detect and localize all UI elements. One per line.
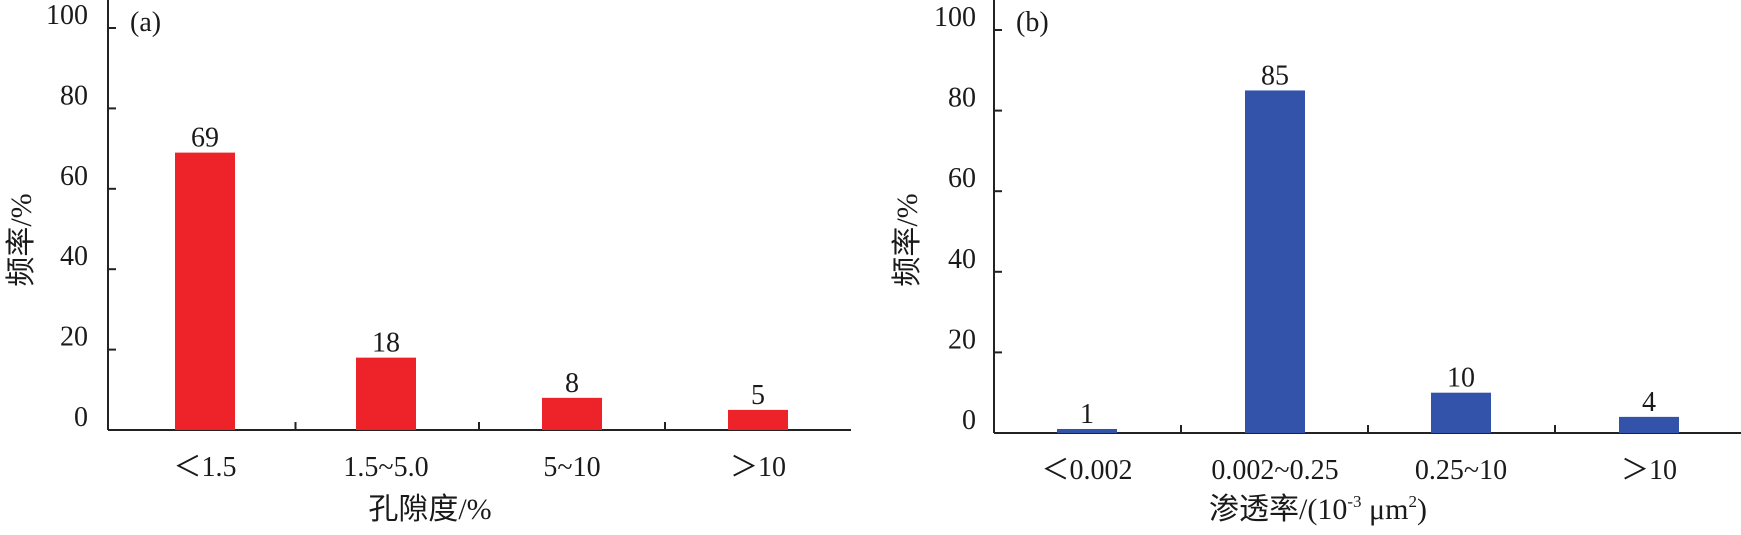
bar-value-label-a: 69 [191, 123, 219, 154]
x-tick-label-b: ＞10 [1621, 455, 1677, 486]
panel-label-a: (a) [130, 7, 161, 38]
y-tick-label-a: 40 [60, 241, 88, 272]
plot-area-a: 0 20 40 60 80 100 69 ＜1.5 18 1.5~5.0 8 5~10 5 ＞10 [46, 0, 851, 483]
y-tick-label-b: 80 [948, 83, 976, 114]
bar-value-label-a: 18 [372, 328, 400, 359]
x-axis-title-b-sup2: 2 [1408, 492, 1417, 511]
y-tick-label-b: 60 [948, 163, 976, 194]
y-tick-label-b: 100 [934, 2, 976, 33]
chart-panel-a: (a) 频率/% 孔隙度/% 0 20 40 60 80 100 69 ＜1.5 18 1.5~5… [5, 0, 851, 526]
y-tick-label-b: 20 [948, 324, 976, 355]
x-tick-label-a: ＞10 [730, 452, 786, 483]
x-tick-label-b: ＜0.002 [1041, 455, 1132, 486]
bar-value-label-b: 10 [1447, 363, 1475, 394]
x-axis-title-b-mid: μm [1362, 493, 1409, 526]
x-axis-title-b-main: 渗透率/(10 [1209, 493, 1347, 526]
bar-value-label-a: 5 [751, 380, 765, 411]
bar-a [728, 409, 788, 430]
y-tick-label-a: 80 [60, 80, 88, 111]
x-tick-label-a: 1.5~5.0 [343, 452, 428, 483]
y-axis-title-a: 频率/% [5, 193, 38, 286]
x-tick-label-b: 0.25~10 [1415, 455, 1507, 486]
bar-b [1245, 90, 1305, 433]
y-tick-label-b: 40 [948, 244, 976, 275]
y-tick-label-a: 20 [60, 322, 88, 353]
bar-b [1619, 416, 1679, 433]
bar-a [356, 357, 416, 430]
x-tick-label-b: 0.002~0.25 [1211, 455, 1338, 486]
y-axis-title-b: 频率/% [891, 193, 924, 286]
panel-label-b: (b) [1016, 7, 1049, 38]
bar-value-label-b: 1 [1080, 399, 1094, 430]
bar-value-label-b: 85 [1261, 60, 1289, 91]
x-axis-title-b-sup1: -3 [1347, 492, 1361, 511]
bar-b [1431, 392, 1491, 433]
x-axis-title-a: 孔隙度/% [368, 493, 491, 526]
bar-a [542, 397, 602, 430]
y-tick-label-a: 100 [46, 0, 88, 31]
x-axis-title-b: 渗透率/(10-3 μm2) [1209, 492, 1427, 526]
bar-value-label-a: 8 [565, 368, 579, 399]
y-tick-label-a: 60 [60, 161, 88, 192]
y-tick-label-a: 0 [74, 402, 88, 433]
bar-a [175, 152, 235, 430]
x-tick-label-a: ＜1.5 [173, 452, 236, 483]
y-tick-label-b: 0 [962, 405, 976, 436]
chart-panel-b: (b) 频率/% 渗透率/(10-3 μm2) 0 20 40 60 80 100 1 ＜0.… [891, 0, 1741, 526]
bar-value-label-b: 4 [1642, 387, 1656, 418]
bar-b [1057, 428, 1117, 433]
plot-area-b: 0 20 40 60 80 100 1 ＜0.002 85 0.002~0.25 10 0.25~10… [934, 0, 1741, 486]
x-tick-label-a: 5~10 [543, 452, 600, 483]
x-axis-title-b-end: ) [1417, 493, 1427, 526]
